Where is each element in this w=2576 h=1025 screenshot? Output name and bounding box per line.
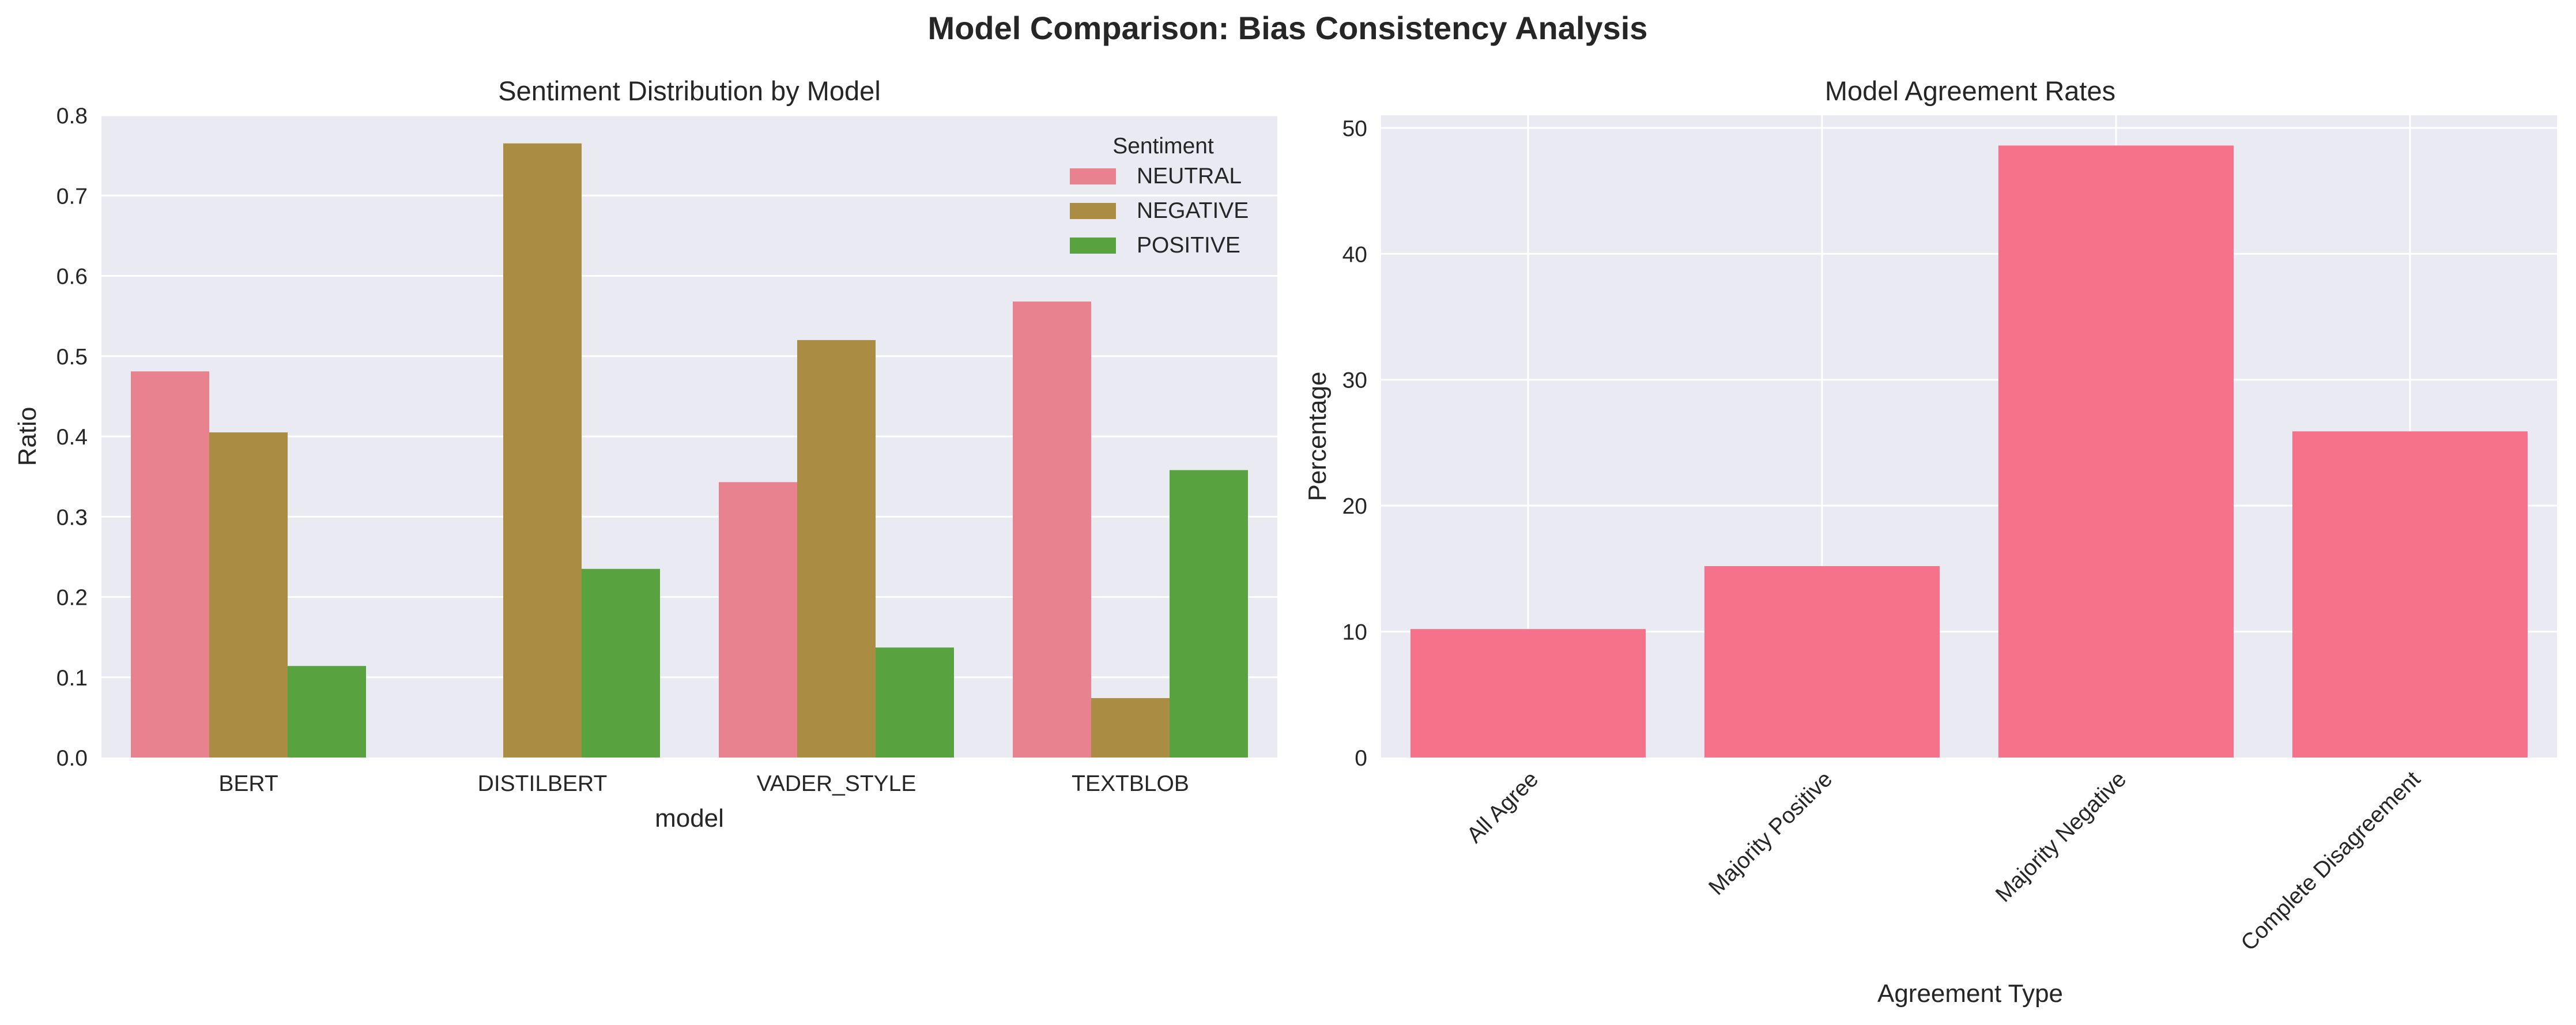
bar-positive-bert bbox=[288, 666, 366, 758]
left-x-axis-label: model bbox=[655, 804, 724, 832]
bar-negative-textblob bbox=[1091, 698, 1170, 758]
left-y-tick-label: 0.0 bbox=[56, 746, 88, 771]
right-chart-title: Model Agreement Rates bbox=[1825, 76, 2115, 106]
left-y-tick-label: 0.8 bbox=[56, 104, 88, 129]
right-y-tick-label: 30 bbox=[1342, 368, 1367, 393]
legend-label-positive: POSITIVE bbox=[1137, 233, 1240, 258]
right-x-tick-label: Complete Disagreement bbox=[2236, 767, 2426, 956]
left-x-tick-label: BERT bbox=[218, 771, 278, 796]
legend-swatch-positive bbox=[1070, 238, 1116, 254]
legend-swatch-neutral bbox=[1070, 168, 1116, 184]
right-y-tick-label: 50 bbox=[1342, 116, 1367, 141]
bar-positive-textblob bbox=[1170, 470, 1248, 758]
left-y-tick-label: 0.5 bbox=[56, 345, 88, 370]
right-y-tick-label: 40 bbox=[1342, 242, 1367, 267]
bar-negative-distilbert bbox=[503, 143, 582, 758]
sentiment-distribution-chart: 0.0 0.1 0.2 0.3 0.4 0.5 0.6 0.7 0.8 BERT DISTILBE… bbox=[13, 76, 1277, 832]
bar-complete-disagreement bbox=[2292, 431, 2528, 758]
left-y-tick-label: 0.2 bbox=[56, 586, 88, 611]
left-chart-title: Sentiment Distribution by Model bbox=[498, 76, 881, 106]
legend-label-neutral: NEUTRAL bbox=[1137, 164, 1242, 189]
figure-title: Model Comparison: Bias Consistency Analy… bbox=[928, 10, 1648, 46]
legend-label-negative: NEGATIVE bbox=[1137, 198, 1249, 223]
left-y-axis-label: Ratio bbox=[13, 407, 42, 466]
left-x-ticks: BERT DISTILBERT VADER_STYLE TEXTBLOB bbox=[218, 771, 1189, 796]
right-y-ticks: 0 10 20 30 40 50 bbox=[1342, 116, 1367, 771]
left-x-tick-label: VADER_STYLE bbox=[757, 771, 917, 796]
left-bars bbox=[131, 143, 1248, 758]
bar-negative-bert bbox=[209, 432, 288, 758]
right-x-tick-label: Majority Negative bbox=[1991, 767, 2131, 907]
right-x-ticks: All Agree Majority Positive Majority Negat… bbox=[1462, 767, 2426, 956]
left-y-ticks: 0.0 0.1 0.2 0.3 0.4 0.5 0.6 0.7 0.8 bbox=[56, 104, 88, 771]
bar-majority-negative bbox=[1998, 145, 2234, 758]
right-y-tick-label: 10 bbox=[1342, 620, 1367, 645]
left-y-tick-label: 0.6 bbox=[56, 265, 88, 289]
legend-swatch-negative bbox=[1070, 203, 1116, 219]
bar-neutral-vader_style bbox=[719, 482, 797, 758]
right-y-tick-label: 20 bbox=[1342, 494, 1367, 519]
sentiment-legend: Sentiment NEUTRAL NEGATIVE POSITIVE bbox=[1070, 134, 1249, 258]
bar-majority-positive bbox=[1704, 566, 1940, 758]
bar-negative-vader_style bbox=[797, 340, 876, 758]
agreement-rates-chart: 0 10 20 30 40 50 All Agree Majority Positive Ma… bbox=[1303, 76, 2557, 1008]
right-x-tick-label: All Agree bbox=[1462, 767, 1544, 848]
left-y-tick-label: 0.4 bbox=[56, 425, 88, 450]
left-y-tick-label: 0.1 bbox=[56, 666, 88, 691]
legend-title: Sentiment bbox=[1112, 134, 1214, 159]
right-y-tick-label: 0 bbox=[1355, 746, 1367, 771]
bar-all-agree bbox=[1410, 629, 1646, 758]
bar-positive-vader_style bbox=[876, 647, 954, 758]
right-y-axis-label: Percentage bbox=[1303, 371, 1332, 501]
right-x-tick-label: Majority Positive bbox=[1704, 767, 1837, 900]
left-y-tick-label: 0.7 bbox=[56, 184, 88, 209]
left-x-tick-label: TEXTBLOB bbox=[1072, 771, 1189, 796]
right-x-axis-label: Agreement Type bbox=[1877, 979, 2063, 1008]
bar-positive-distilbert bbox=[582, 568, 660, 758]
left-x-tick-label: DISTILBERT bbox=[478, 771, 608, 796]
bar-neutral-bert bbox=[131, 371, 209, 758]
right-bars bbox=[1410, 145, 2528, 758]
left-y-tick-label: 0.3 bbox=[56, 505, 88, 530]
bar-neutral-textblob bbox=[1013, 302, 1091, 758]
